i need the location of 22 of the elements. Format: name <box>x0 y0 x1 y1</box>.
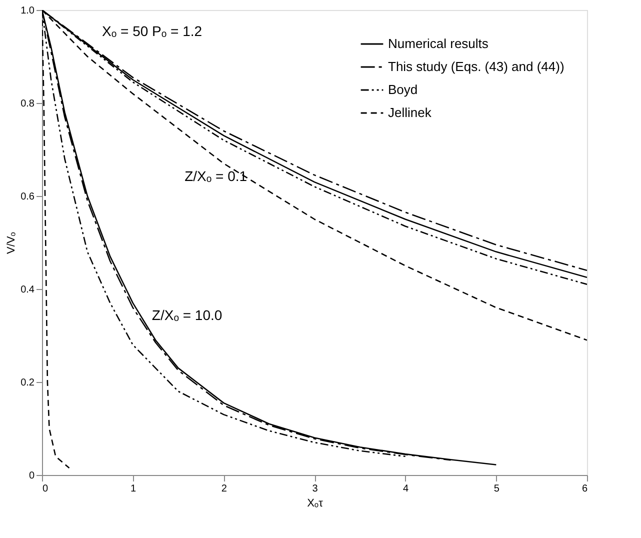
y-tick-label: 1.0 <box>20 6 35 16</box>
x-tick-label: 4 <box>403 484 410 494</box>
x-tick-label: 1 <box>130 484 137 494</box>
legend-label: This study (Eqs. (43) and (44)) <box>388 59 564 74</box>
y-tick-label: 0.2 <box>20 378 35 388</box>
x-tick-label: 5 <box>494 484 500 494</box>
annotation: Z/Xₒ = 10.0 <box>152 306 222 323</box>
legend-label: Jellinek <box>388 105 432 120</box>
y-tick-label: 0.6 <box>20 192 35 202</box>
y-axis-title: V/Vₒ <box>6 232 18 254</box>
x-tick-label: 0 <box>42 484 48 494</box>
x-tick-label: 6 <box>582 484 588 494</box>
y-tick-label: 0 <box>28 470 35 482</box>
x-axis-title: Xₒτ <box>307 498 324 510</box>
x-tick-label: 2 <box>221 484 228 494</box>
y-tick-label: 0.4 <box>20 284 35 296</box>
annotation: Z/Xₒ = 0.1 <box>184 168 248 184</box>
y-tick-label: 0.8 <box>20 98 35 110</box>
legend-label: Boyd <box>388 82 418 97</box>
x-tick-label: 3 <box>312 484 318 494</box>
annotation: Xₒ = 50 Pₒ = 1.2 <box>102 23 202 39</box>
legend-label: Numerical results <box>388 36 489 51</box>
